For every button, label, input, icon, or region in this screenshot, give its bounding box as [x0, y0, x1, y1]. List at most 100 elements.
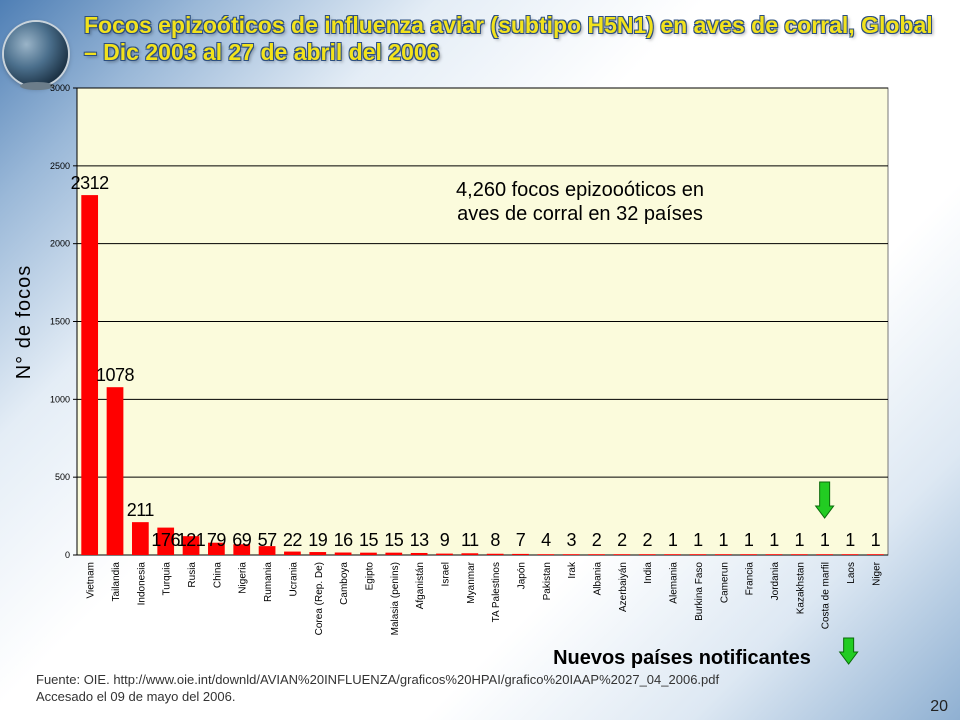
y-tick-label: 500: [55, 472, 70, 482]
bar: [841, 554, 859, 555]
data-label: 2: [642, 530, 652, 550]
bar: [106, 387, 124, 555]
source-line-1[interactable]: Fuente: OIE. http://www.oie.int/downld/A…: [36, 672, 720, 687]
data-label: 7: [516, 530, 526, 550]
data-label: 1: [693, 530, 703, 550]
x-tick-label: TA Palestinos: [491, 562, 502, 622]
x-tick-label: India: [643, 562, 654, 584]
total-annotation-line-2: aves de corral en 32 países: [457, 203, 703, 225]
bar: [233, 544, 251, 555]
data-label: 121: [177, 530, 206, 550]
bar: [131, 522, 149, 555]
data-label: 1: [769, 530, 779, 550]
bar: [562, 554, 580, 555]
new-countries-annotation: Nuevos países notificantes: [553, 647, 811, 669]
bar: [588, 554, 605, 555]
data-label: 1: [820, 530, 830, 550]
bar: [537, 554, 555, 555]
data-label: 19: [308, 530, 328, 550]
x-tick-label: Pakistan: [542, 562, 553, 600]
x-tick-label: Azerbaiyán: [618, 562, 629, 612]
data-label: 11: [461, 530, 479, 550]
x-tick-label: Vietnam: [86, 562, 97, 599]
x-tick-label: Indonesia: [136, 562, 147, 606]
data-label: 57: [258, 530, 278, 550]
data-label: 79: [207, 530, 227, 550]
bar: [765, 554, 783, 555]
x-tick-label: Kazakhstan: [795, 562, 806, 614]
bar: [410, 552, 428, 555]
bar: [512, 553, 529, 555]
data-label: 3: [566, 530, 576, 550]
bar: [385, 552, 403, 555]
x-tick-label: Rusia: [187, 562, 198, 588]
x-tick-label: Rumania: [263, 562, 274, 602]
y-axis-label: N° de focos: [13, 265, 35, 380]
bar: [208, 542, 225, 555]
y-tick-label: 2500: [50, 161, 70, 171]
bar: [613, 554, 631, 555]
bar: [638, 554, 656, 555]
slide-title: Focos epizoóticos de influenza aviar (su…: [84, 12, 933, 65]
x-tick-label: Tailandia: [111, 562, 122, 602]
data-label: 2: [617, 530, 627, 550]
bar: [309, 552, 327, 555]
x-tick-label: Costa de marfil: [821, 562, 832, 629]
bar: [182, 536, 200, 555]
y-tick-label: 0: [65, 550, 70, 560]
bar: [866, 554, 884, 555]
globe-logo-icon: [4, 22, 68, 86]
x-tick-label: Albania: [593, 562, 604, 596]
data-label: 13: [410, 530, 430, 550]
data-label: 1: [668, 530, 678, 550]
source-line-2: Accesado el 09 de mayo del 2006.: [36, 689, 236, 704]
bar: [790, 554, 808, 555]
y-tick-label: 1000: [50, 394, 70, 404]
x-tick-label: China: [212, 562, 223, 589]
bar: [258, 546, 276, 555]
data-label: 1078: [96, 365, 135, 385]
data-label: 1: [845, 530, 855, 550]
new-countries-arrows: [814, 481, 859, 665]
data-label: 69: [232, 530, 252, 550]
x-tick-label: Egipto: [364, 562, 375, 591]
x-tick-label: Niger: [871, 561, 882, 586]
x-tick-label: Corea (Rep. De): [314, 562, 325, 635]
y-tick-label: 3000: [50, 83, 70, 93]
data-label: 1: [871, 530, 881, 550]
total-annotation-line-1: 4,260 focos epizooóticos en: [456, 179, 704, 201]
x-tick-label: Israel: [440, 562, 451, 586]
data-label: 2312: [71, 173, 110, 193]
x-tick-label: Burkina Faso: [694, 562, 705, 621]
bar: [486, 553, 504, 555]
bar: [689, 554, 707, 555]
bar: [157, 527, 175, 555]
y-tick-label: 2000: [50, 239, 70, 249]
data-label: 15: [384, 530, 404, 550]
bar: [461, 553, 479, 555]
bar: [360, 552, 377, 555]
bar: [664, 554, 681, 555]
bar: [436, 553, 453, 555]
x-tick-label: Camboya: [339, 562, 350, 605]
x-tick-label: Malasia (penins): [390, 562, 401, 635]
green-down-arrow-icon: [814, 481, 835, 519]
bar: [334, 552, 352, 555]
data-label: 9: [440, 530, 450, 550]
source-citation: Fuente: OIE. http://www.oie.int/downld/A…: [36, 671, 916, 705]
x-tick-label: Irak: [567, 561, 578, 579]
x-tick-label: Jordania: [770, 562, 781, 601]
data-label: 1: [719, 530, 729, 550]
x-tick-label: Turquia: [162, 562, 173, 596]
data-label: 1: [795, 530, 805, 550]
data-label: 22: [283, 530, 303, 550]
bar: [81, 195, 99, 555]
data-label: 16: [334, 530, 354, 550]
x-tick-label: Laos: [846, 562, 857, 584]
x-tick-label: Francia: [745, 562, 756, 596]
x-tick-label: Nigeria: [238, 562, 249, 594]
bars: [81, 195, 884, 555]
bar: [740, 554, 757, 555]
